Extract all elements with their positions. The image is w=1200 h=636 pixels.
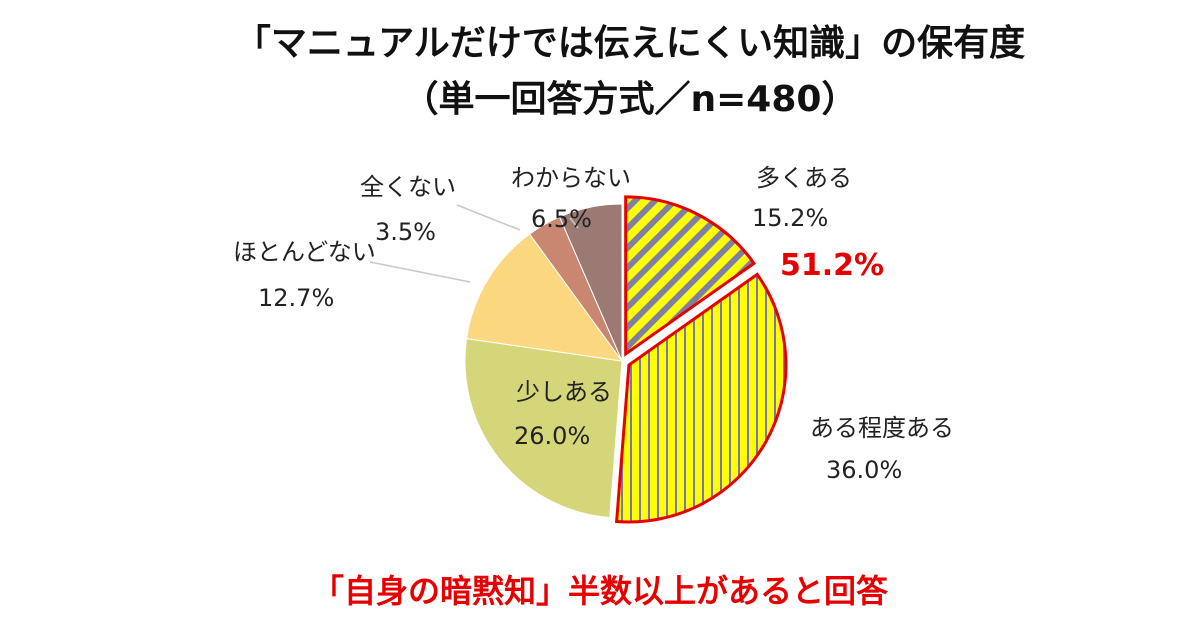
- slice-label-ooku: 多くある: [756, 164, 852, 192]
- slice-value-wakaranai: 6.5%: [531, 205, 592, 233]
- slice-value-aruteido: 36.0%: [826, 456, 903, 484]
- slice-value-hotondo: 12.7%: [258, 284, 335, 312]
- chart-title: 「マニュアルだけでは伝えにくい知識」の保有度: [234, 23, 1026, 64]
- chart-subtitle: （単一回答方式／n=480）: [402, 79, 858, 120]
- slice-label-wakaranai: わからない: [511, 164, 631, 192]
- pie-slice-ooku: [624, 195, 757, 357]
- slice-label-sukoshi: 少しある: [516, 378, 612, 406]
- slice-value-mattaku: 3.5%: [375, 218, 436, 246]
- pie-slice-sukoshi: [464, 338, 623, 519]
- footer-caption: 「自身の暗黙知」半数以上があると回答: [311, 572, 888, 610]
- leader-line-hotondo: [369, 261, 471, 283]
- slice-label-hotondo: ほとんどない: [233, 238, 376, 266]
- highlight-total-label: 51.2%: [780, 248, 885, 283]
- slice-value-sukoshi: 26.0%: [514, 422, 591, 450]
- slice-label-aruteido: ある程度ある: [810, 414, 954, 442]
- pie-slice-aruteido: [615, 272, 788, 524]
- pie-slice-wakaranai: [558, 203, 623, 362]
- leader-line-wakaranai: [569, 217, 579, 229]
- leader-line-mattaku: [456, 204, 521, 231]
- slice-value-ooku: 15.2%: [752, 204, 829, 232]
- slice-label-mattaku: 全くない: [360, 173, 456, 201]
- pie-slice-hotondo: [466, 233, 624, 362]
